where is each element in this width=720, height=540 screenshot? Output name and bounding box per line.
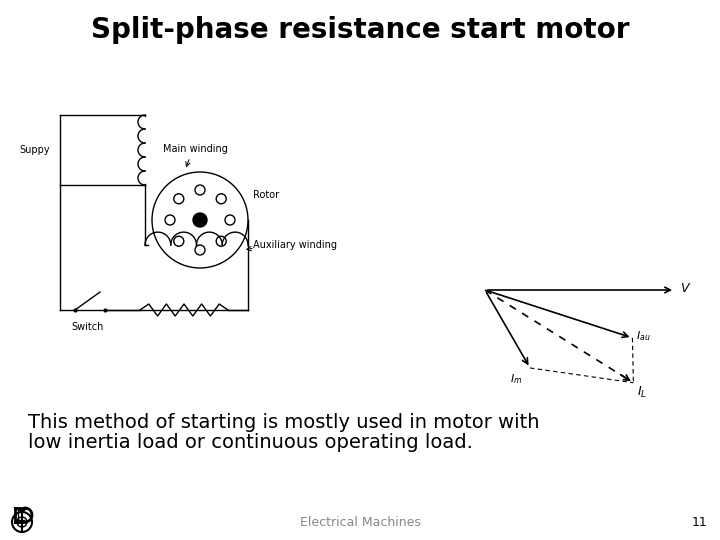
Text: $I_{au}$: $I_{au}$: [636, 329, 651, 343]
Text: Main winding: Main winding: [163, 144, 228, 154]
Text: 11: 11: [692, 516, 708, 529]
Text: $I_m$: $I_m$: [510, 372, 522, 386]
Text: Rotor: Rotor: [253, 190, 279, 200]
Text: This method of starting is mostly used in motor with: This method of starting is mostly used i…: [28, 413, 539, 431]
Text: Switch: Switch: [71, 322, 104, 332]
Text: Electrical Machines: Electrical Machines: [300, 516, 420, 529]
Circle shape: [193, 213, 207, 227]
Text: Auxiliary winding: Auxiliary winding: [253, 240, 337, 250]
Text: V: V: [680, 281, 688, 294]
Text: Split-phase resistance start motor: Split-phase resistance start motor: [91, 16, 629, 44]
Text: Suppy: Suppy: [19, 145, 50, 155]
Text: low inertia load or continuous operating load.: low inertia load or continuous operating…: [28, 433, 473, 451]
Text: $I_L$: $I_L$: [637, 384, 647, 400]
